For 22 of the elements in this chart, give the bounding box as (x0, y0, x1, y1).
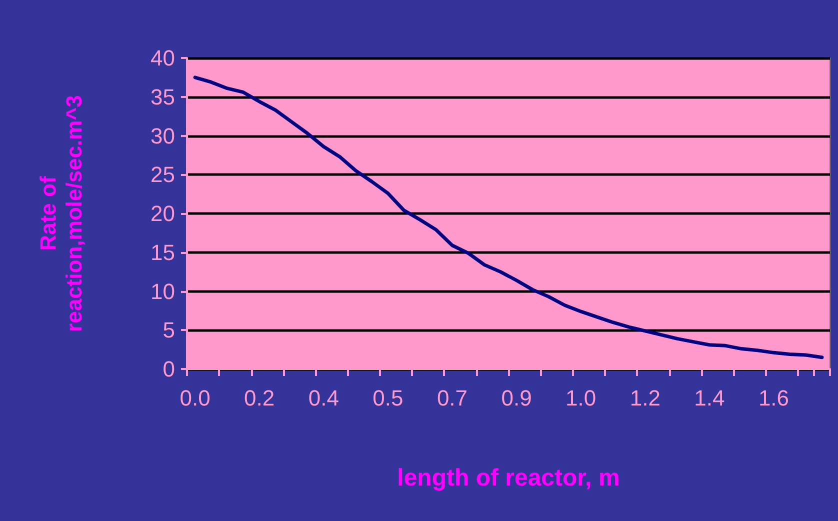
y-tick-label: 40 (150, 46, 175, 70)
y-tick-label: 5 (162, 318, 175, 343)
x-tick-label: 0.4 (308, 386, 339, 410)
y-tick-label: 25 (150, 162, 175, 188)
x-tick-label: 0.2 (244, 386, 275, 410)
x-tick-label: 1.6 (758, 386, 790, 410)
x-tick-label: 0.9 (501, 386, 532, 410)
x-tick-label: 1.0 (566, 386, 596, 410)
x-tick-label: 1.2 (630, 386, 660, 410)
y-tick-label: 0 (162, 356, 175, 382)
y-axis-title: Rate of reaction,mole/sec.m^3 (36, 95, 86, 332)
y-tick-label: 20 (150, 201, 175, 226)
x-tick-label: 1.4 (694, 386, 725, 410)
y-tick-label: 15 (150, 240, 175, 265)
x-axis-title: length of reactor, m (397, 464, 620, 492)
x-tick-label: 0.5 (372, 386, 404, 410)
line-series (193, 76, 824, 360)
y-tick-label: 35 (150, 84, 175, 110)
y-tick-label: 10 (150, 278, 175, 304)
y-tick-label: 30 (150, 123, 175, 148)
x-tick-label: 0.7 (436, 386, 468, 410)
x-tick-label: 0.0 (180, 386, 210, 410)
